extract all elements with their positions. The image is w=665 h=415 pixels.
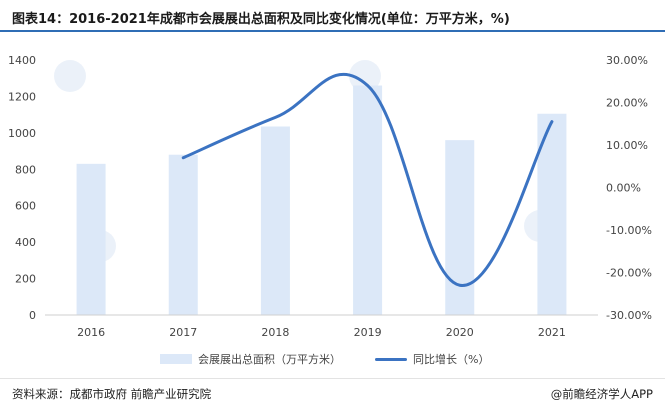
legend-swatch-bar xyxy=(160,354,192,364)
bar-2019 xyxy=(353,85,383,315)
watermark-logo-icon xyxy=(54,60,86,92)
x-tick-label: 2021 xyxy=(538,326,566,339)
bar-2016 xyxy=(76,163,106,315)
right-tick-label: 30.00% xyxy=(606,54,648,67)
legend: 会展展出总面积（万平方米） 同比增长（%） xyxy=(0,348,665,368)
bar-2018 xyxy=(260,126,290,315)
line-series xyxy=(181,72,554,287)
left-tick-label: 400 xyxy=(15,236,36,249)
axes: 0 200 400 600 800 1000 1200 1400 -30.00% -20.00% -… xyxy=(8,54,652,339)
watermark-group xyxy=(54,60,556,262)
x-tick-label: 2018 xyxy=(261,326,289,339)
legend-label-bar: 会展展出总面积（万平方米） xyxy=(198,353,341,366)
left-tick-label: 1400 xyxy=(8,54,36,67)
bar-series xyxy=(76,85,567,315)
x-tick-label: 2020 xyxy=(446,326,474,339)
left-tick-label: 1200 xyxy=(8,90,36,103)
x-tick-label: 2016 xyxy=(77,326,105,339)
footer-rule xyxy=(0,378,665,379)
chart-title: 图表14：2016-2021年成都市会展展出总面积及同比变化情况(单位：万平方米… xyxy=(12,12,510,27)
left-tick-label: 600 xyxy=(15,200,36,213)
x-tick-label: 2019 xyxy=(354,326,382,339)
growth-line xyxy=(181,72,554,287)
left-tick-label: 1000 xyxy=(8,127,36,140)
watermark-logo-icon xyxy=(349,60,381,92)
right-tick-label: -20.00% xyxy=(606,267,652,280)
legend-swatch-line xyxy=(375,357,407,361)
left-tick-label: 0 xyxy=(29,309,36,322)
bar-2020 xyxy=(445,140,475,315)
x-tick-label: 2017 xyxy=(169,326,197,339)
right-tick-label: 20.00% xyxy=(606,97,648,110)
right-tick-label: 0.00% xyxy=(606,182,641,195)
title-rule xyxy=(0,30,665,32)
left-tick-label: 200 xyxy=(15,273,36,286)
credit-note: @前瞻经济学人APP xyxy=(550,387,653,401)
source-note: 资料来源：成都市政府 前瞻产业研究院 xyxy=(12,387,212,401)
chart-area: 0 200 400 600 800 1000 1200 1400 -30.00% -20.00% -… xyxy=(8,54,652,339)
legend-label-line: 同比增长（%） xyxy=(413,353,490,366)
legend-item-bar: 会展展出总面积（万平方米） xyxy=(160,351,341,367)
left-tick-label: 800 xyxy=(15,163,36,176)
right-tick-label: -30.00% xyxy=(606,309,652,322)
right-tick-label: -10.00% xyxy=(606,224,652,237)
bar-2017 xyxy=(168,154,198,315)
right-tick-label: 10.00% xyxy=(606,139,648,152)
legend-item-line: 同比增长（%） xyxy=(375,351,489,367)
